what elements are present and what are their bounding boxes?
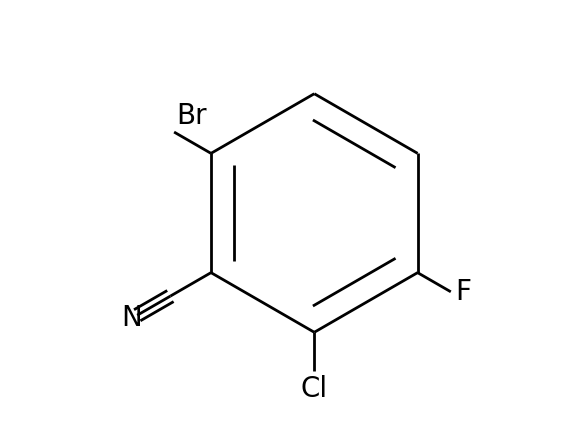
Text: N: N xyxy=(121,305,142,332)
Text: F: F xyxy=(455,278,471,306)
Text: Cl: Cl xyxy=(301,375,328,403)
Text: Br: Br xyxy=(176,102,207,130)
